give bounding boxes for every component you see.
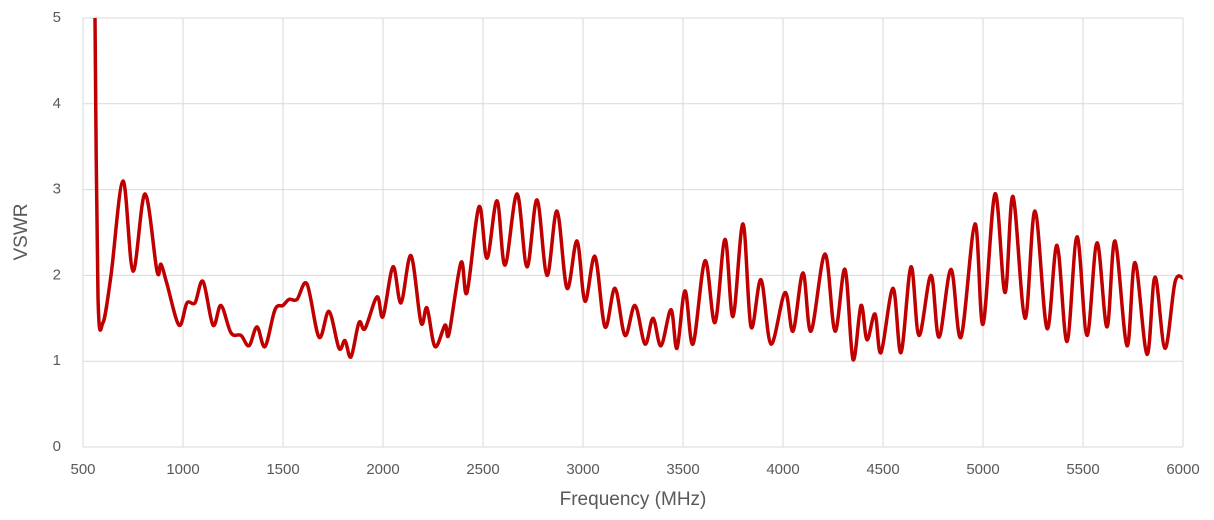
- x-tick-label: 2000: [366, 461, 399, 478]
- data-line: [93, 17, 1184, 362]
- x-axis-title: Frequency (MHz): [560, 489, 707, 510]
- y-tick-label: 4: [53, 95, 61, 112]
- x-tick-label: 1000: [166, 461, 199, 478]
- x-tick-label: 3000: [566, 461, 599, 478]
- x-tick-label: 4000: [766, 461, 799, 478]
- x-tick-label: 4500: [866, 461, 899, 478]
- x-tick-label: 5500: [1066, 461, 1099, 478]
- y-axis-title: VSWR: [11, 204, 32, 261]
- x-tick-label: 1500: [266, 461, 299, 478]
- x-tick-label: 3500: [666, 461, 699, 478]
- y-tick-label: 0: [53, 438, 61, 455]
- y-tick-label: 2: [53, 266, 61, 283]
- x-tick-label: 5000: [966, 461, 999, 478]
- y-tick-label: 5: [53, 9, 61, 26]
- y-tick-label: 1: [53, 352, 61, 369]
- x-tick-label: 500: [70, 461, 95, 478]
- x-tick-label: 6000: [1166, 461, 1199, 478]
- x-tick-label: 2500: [466, 461, 499, 478]
- y-tick-label: 3: [53, 181, 61, 198]
